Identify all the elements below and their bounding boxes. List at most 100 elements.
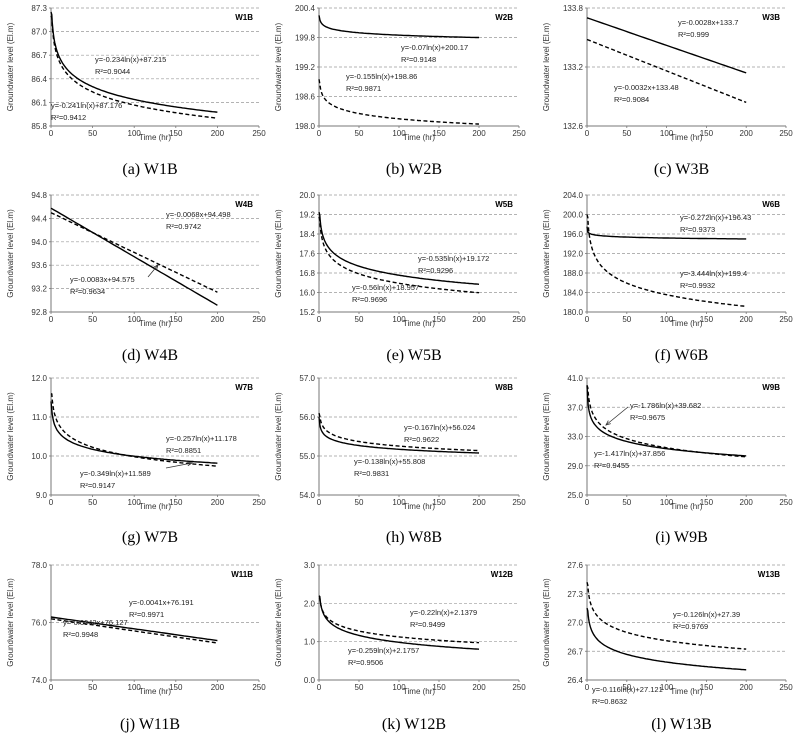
panel-caption: (k) W12B — [382, 716, 446, 733]
x-tick-label: 250 — [779, 498, 793, 507]
x-tick-label: 250 — [512, 129, 526, 138]
y-tick-label: 29.0 — [567, 462, 583, 471]
r-squared-label: R²=0.9971 — [129, 610, 164, 619]
r-squared-label: R²=0.9412 — [51, 113, 86, 122]
x-tick-label: 200 — [740, 129, 754, 138]
y-tick-label: 16.0 — [299, 289, 315, 298]
y-tick-label: 20.0 — [299, 191, 315, 200]
y-tick-label: 92.8 — [31, 308, 47, 317]
x-tick-label: 100 — [660, 315, 674, 324]
y-tick-label: 188.0 — [563, 269, 584, 278]
r-squared-label: R²=0.9084 — [614, 95, 649, 104]
y-axis-label: Groundwater level (El.m) — [542, 392, 551, 481]
chart-panel-w13b: 26.4 26.7 27.0 27.3 27.6 0 50 100 150 200 250 Time … — [542, 561, 793, 733]
y-tick-label: 17.6 — [299, 250, 315, 259]
x-axis-label: Time (hr) — [403, 687, 435, 696]
y-tick-label: 87.0 — [31, 28, 47, 37]
panel-title: W4B — [235, 200, 253, 209]
y-tick-label: 200.4 — [295, 4, 316, 13]
x-tick-label: 50 — [355, 129, 364, 138]
r-squared-label: R²=0.9296 — [418, 266, 453, 275]
series-line-dashed — [318, 596, 480, 644]
panel-title: W5B — [495, 200, 513, 209]
series-line-dashed — [586, 38, 747, 104]
y-tick-label: 12.0 — [31, 374, 47, 383]
x-axis-label: Time (hr) — [670, 319, 702, 328]
fit-equation-label: y=-3.444ln(x)+199.4 — [680, 269, 747, 278]
fit-equation-label: y=-0.138ln(x)+55.808 — [354, 457, 425, 466]
panel-title: W8B — [495, 383, 513, 392]
x-axis-label: Time (hr) — [403, 502, 435, 511]
chart-panel-w11b: 74.0 76.0 78.0 0 50 100 150 200 250 Time (hr) Grou… — [6, 561, 266, 733]
fit-equation-label: y=-0.257ln(x)+11.178 — [166, 434, 237, 443]
x-tick-label: 150 — [169, 129, 183, 138]
x-tick-label: 250 — [779, 129, 793, 138]
callout-arrow — [147, 264, 159, 278]
x-tick-label: 150 — [169, 683, 183, 692]
x-tick-label: 200 — [472, 129, 486, 138]
x-tick-label: 0 — [317, 315, 322, 324]
series-line-dashed — [318, 412, 480, 452]
x-tick-label: 100 — [392, 129, 406, 138]
fit-equation-label: y=-0.0028x+133.7 — [678, 18, 738, 27]
panel-title: W9B — [762, 383, 780, 392]
x-tick-label: 50 — [355, 498, 364, 507]
x-tick-label: 100 — [660, 129, 674, 138]
fit-equation-label: y=-0.241ln(x)+87.176 — [51, 101, 122, 110]
panel-title: W2B — [495, 13, 513, 22]
callout-arrow-head — [187, 461, 194, 467]
x-tick-label: 150 — [700, 683, 714, 692]
fit-equation-label: y=-1.417ln(x)+37.856 — [594, 449, 665, 458]
y-axis-label: Groundwater level (El.m) — [542, 578, 551, 667]
y-tick-label: 16.8 — [299, 269, 315, 278]
x-tick-label: 100 — [392, 315, 406, 324]
x-tick-label: 200 — [472, 315, 486, 324]
x-tick-label: 200 — [211, 129, 225, 138]
y-tick-label: 27.0 — [567, 619, 583, 628]
series-line-dashed — [318, 79, 480, 125]
y-tick-label: 180.0 — [563, 308, 584, 317]
r-squared-label: R²=0.9948 — [63, 630, 98, 639]
chart-panel-w2b: 198.0 198.6 199.2 199.8 200.4 0 50 100 150 200 250… — [274, 4, 526, 178]
r-squared-label: R²=0.8851 — [166, 446, 201, 455]
y-tick-label: 78.0 — [31, 561, 47, 570]
x-tick-label: 250 — [252, 315, 266, 324]
x-tick-label: 100 — [128, 683, 142, 692]
x-tick-label: 50 — [622, 683, 631, 692]
panel-caption: (d) W4B — [122, 347, 178, 364]
y-axis-label: Groundwater level (El.m) — [274, 22, 283, 111]
y-tick-label: 18.4 — [299, 230, 315, 239]
y-tick-label: 27.3 — [567, 590, 583, 599]
x-tick-label: 100 — [392, 498, 406, 507]
x-tick-label: 0 — [49, 315, 54, 324]
callout-arrow-head — [605, 420, 611, 426]
panel-caption: (b) W2B — [386, 161, 442, 178]
x-tick-label: 250 — [252, 498, 266, 507]
panel-caption: (g) W7B — [122, 529, 178, 546]
x-tick-label: 250 — [252, 129, 266, 138]
y-tick-label: 33.0 — [567, 433, 583, 442]
x-tick-label: 100 — [128, 315, 142, 324]
x-tick-label: 200 — [211, 683, 225, 692]
panel-caption: (h) W8B — [386, 529, 442, 546]
y-tick-label: 56.0 — [299, 413, 315, 422]
x-tick-label: 50 — [355, 683, 364, 692]
x-tick-label: 0 — [49, 498, 54, 507]
panel-caption: (e) W5B — [386, 347, 441, 364]
x-tick-label: 200 — [740, 683, 754, 692]
y-tick-label: 94.8 — [31, 191, 47, 200]
series-line-solid — [586, 226, 747, 240]
x-axis-label: Time (hr) — [670, 687, 702, 696]
x-tick-label: 150 — [700, 315, 714, 324]
y-tick-label: 11.0 — [32, 413, 48, 422]
x-tick-label: 100 — [128, 129, 142, 138]
y-tick-label: 86.1 — [31, 98, 47, 107]
fit-equation-label: y=-0.167ln(x)+56.024 — [404, 423, 475, 432]
r-squared-label: R²=0.9044 — [95, 67, 130, 76]
y-tick-label: 76.0 — [31, 619, 47, 628]
x-tick-label: 150 — [432, 498, 446, 507]
x-tick-label: 0 — [585, 498, 590, 507]
y-tick-label: 199.2 — [295, 63, 316, 72]
series-line-solid — [318, 15, 479, 39]
